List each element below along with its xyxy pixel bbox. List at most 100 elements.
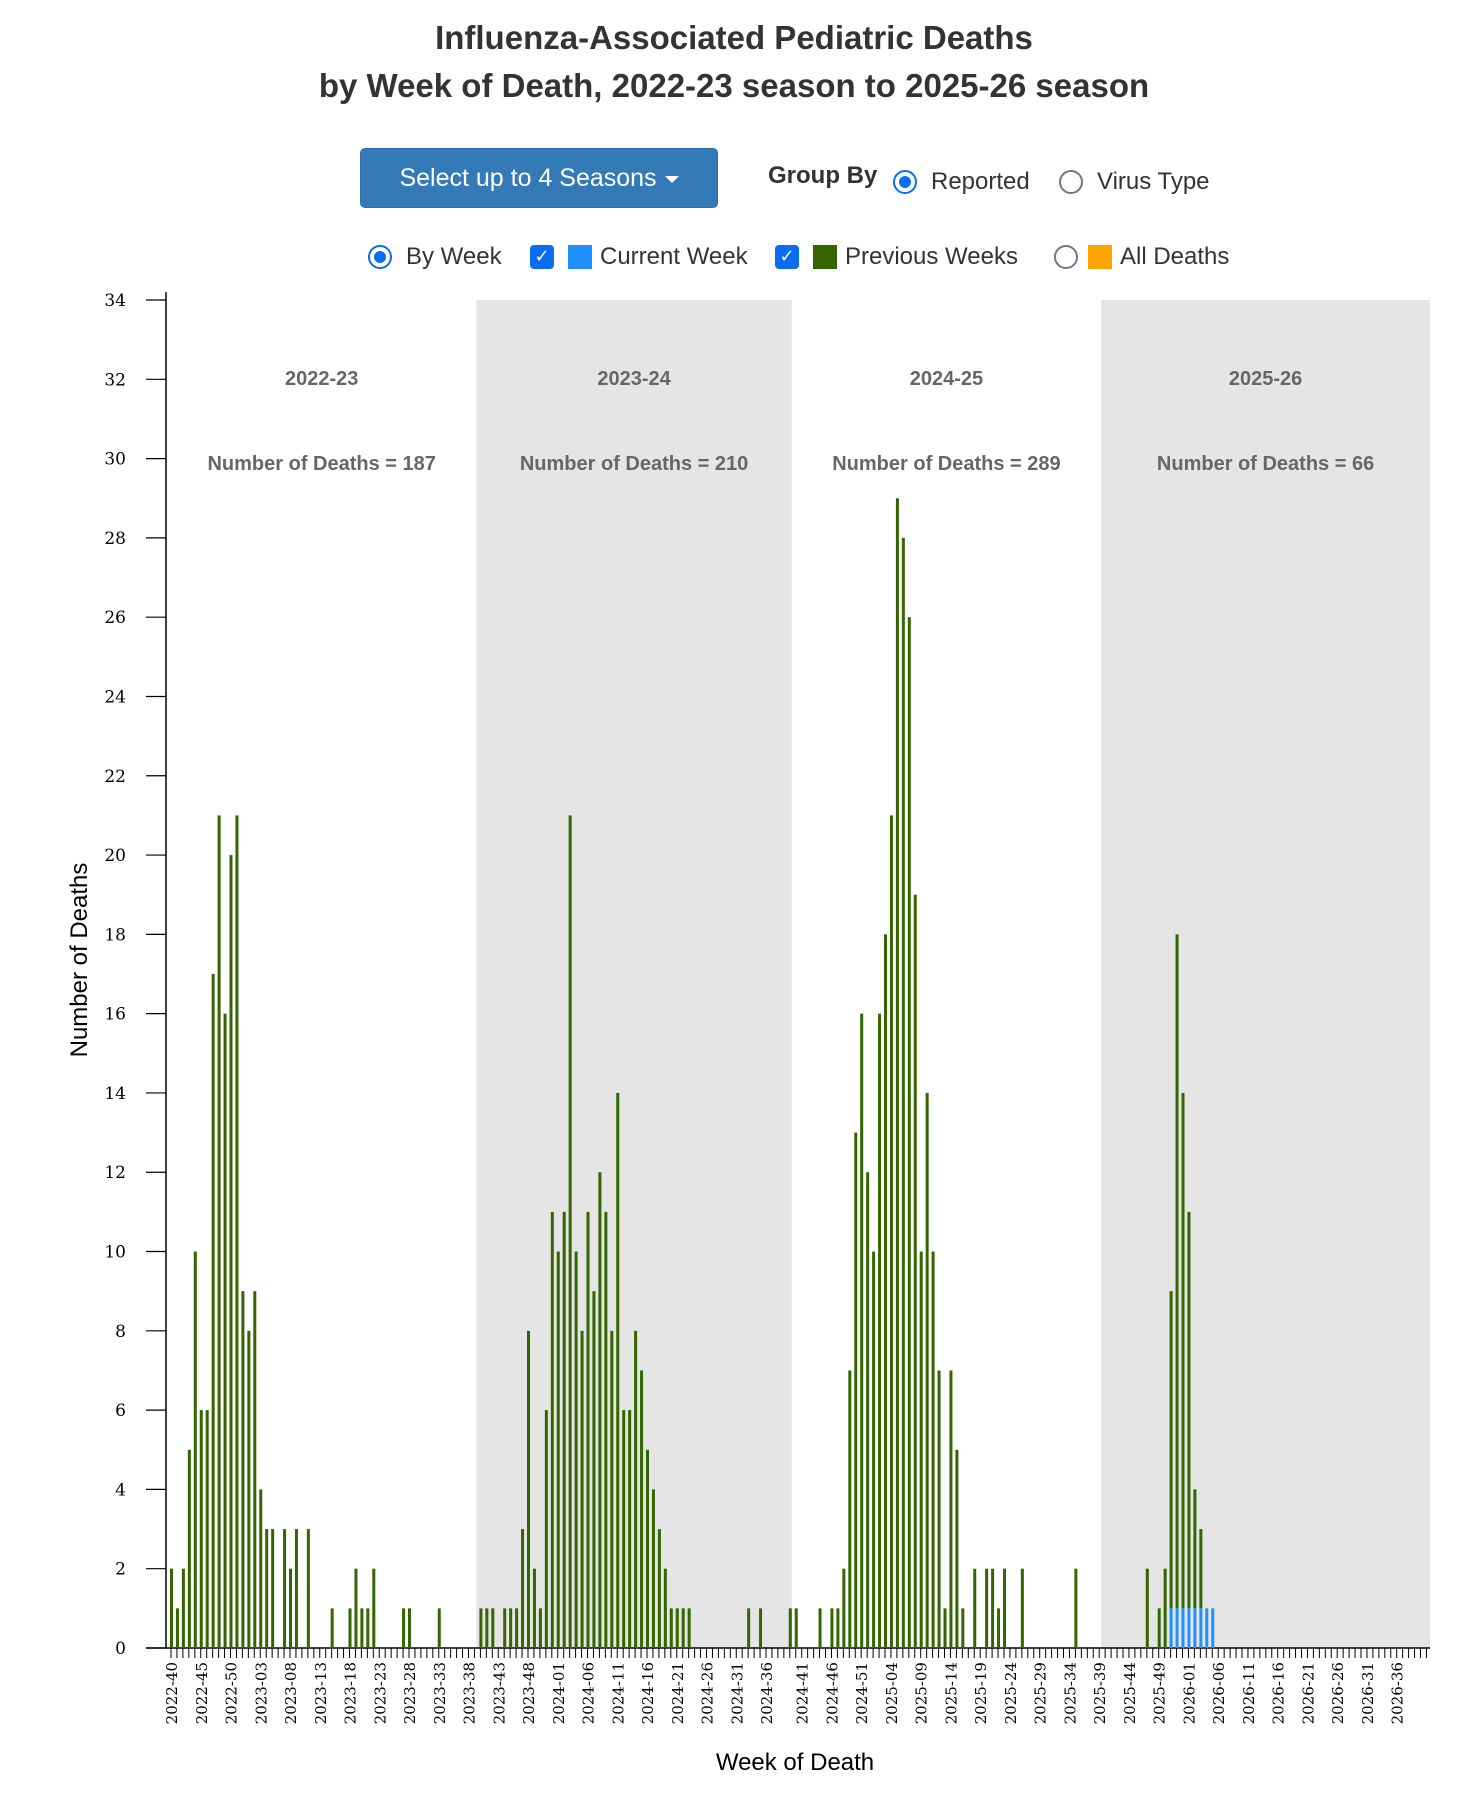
bar-previous-week	[544, 1410, 548, 1648]
bar-previous-week	[878, 1013, 882, 1648]
bar-previous-week	[354, 1568, 358, 1648]
x-tick-label: 2024-51	[853, 1662, 871, 1724]
y-tick-label: 30	[104, 450, 126, 470]
season-deaths-2025-26: Number of Deaths = 66	[1157, 453, 1374, 475]
bar-previous-week	[842, 1568, 846, 1648]
season-label-2023-24: 2023-24	[597, 368, 671, 390]
x-tick-label: 2026-16	[1270, 1662, 1288, 1724]
x-tick-label: 2024-11	[609, 1662, 627, 1724]
bar-current-week	[1205, 1608, 1209, 1648]
previous-weeks-checkbox[interactable]: ✓	[775, 245, 799, 269]
bar-previous-week	[1169, 1291, 1173, 1609]
x-tick-label: 2023-33	[431, 1662, 449, 1724]
bar-previous-week	[199, 1410, 203, 1648]
bar-previous-week	[907, 617, 911, 1648]
current-week-option[interactable]: ✓ Current Week	[530, 243, 748, 271]
bar-previous-week	[747, 1608, 751, 1648]
previous-weeks-option[interactable]: ✓ Previous Weeks	[775, 243, 1018, 271]
bar-previous-week	[943, 1608, 947, 1648]
bar-previous-week	[1199, 1529, 1203, 1609]
y-tick-label: 4	[115, 1480, 126, 1500]
bar-previous-week	[991, 1568, 995, 1648]
y-tick-label: 10	[104, 1243, 126, 1263]
current-week-checkbox[interactable]: ✓	[530, 245, 554, 269]
bar-previous-week	[217, 815, 221, 1648]
x-tick-label: 2024-31	[728, 1662, 746, 1724]
bar-previous-week	[818, 1608, 822, 1648]
bar-previous-week	[634, 1330, 638, 1648]
bar-previous-week	[610, 1330, 614, 1648]
bar-previous-week	[646, 1449, 649, 1648]
by-week-radio[interactable]	[368, 245, 392, 269]
bar-previous-week	[604, 1211, 608, 1648]
all-deaths-swatch	[1088, 245, 1112, 269]
all-deaths-option[interactable]: All Deaths	[1054, 243, 1229, 271]
x-tick-label: 2022-45	[193, 1662, 211, 1724]
x-tick-label: 2025-09	[913, 1662, 931, 1724]
group-virus-type-option[interactable]: Virus Type	[1059, 168, 1210, 196]
bar-previous-week	[330, 1608, 334, 1648]
bar-previous-week	[170, 1568, 173, 1648]
x-tick-label: 2023-03	[252, 1662, 270, 1724]
group-reported-option[interactable]: Reported	[893, 168, 1030, 196]
group-by-label: Group By	[768, 162, 878, 189]
x-tick-label: 2024-21	[669, 1662, 687, 1724]
group-reported-radio[interactable]	[893, 170, 917, 194]
season-band-2025-26	[1101, 300, 1430, 1648]
season-deaths-2023-24: Number of Deaths = 210	[520, 453, 748, 475]
bar-previous-week	[628, 1410, 632, 1648]
bar-previous-week	[598, 1172, 602, 1648]
y-tick-label: 34	[104, 291, 126, 311]
bar-previous-week	[788, 1608, 792, 1648]
x-tick-label: 2023-18	[342, 1662, 360, 1724]
bar-previous-week	[574, 1251, 578, 1648]
previous-weeks-swatch	[813, 245, 837, 269]
bar-previous-week	[223, 1013, 227, 1648]
y-axis-title: Number of Deaths	[66, 863, 93, 1058]
by-week-option[interactable]: By Week	[368, 243, 502, 271]
bar-previous-week	[253, 1291, 257, 1648]
current-week-swatch	[568, 245, 592, 269]
x-tick-label: 2023-48	[520, 1662, 538, 1724]
x-tick-label: 2024-46	[823, 1662, 841, 1724]
y-tick-label: 8	[115, 1322, 126, 1342]
y-tick-label: 28	[104, 529, 126, 549]
x-tick-label: 2026-11	[1240, 1662, 1258, 1724]
bar-previous-week	[1157, 1608, 1161, 1648]
season-deaths-2024-25: Number of Deaths = 289	[832, 453, 1060, 475]
x-tick-label: 2024-36	[758, 1662, 776, 1724]
season-deaths-2022-23: Number of Deaths = 187	[207, 453, 435, 475]
bar-previous-week	[372, 1568, 376, 1648]
bar-previous-week	[235, 815, 239, 1648]
x-tick-label: 2025-29	[1032, 1662, 1050, 1724]
chart-title-line1: Influenza-Associated Pediatric Deaths	[435, 19, 1033, 56]
bar-previous-week	[437, 1608, 441, 1648]
x-tick-label: 2025-49	[1151, 1662, 1169, 1724]
x-tick-label: 2022-50	[223, 1662, 241, 1724]
bar-previous-week	[949, 1370, 953, 1648]
season-label-2022-23: 2022-23	[285, 368, 358, 390]
bar-previous-week	[759, 1608, 763, 1648]
bar-previous-week	[181, 1568, 185, 1648]
group-virus-type-radio[interactable]	[1059, 170, 1083, 194]
bar-previous-week	[259, 1489, 263, 1648]
bar-current-week	[1199, 1608, 1203, 1648]
x-tick-label: 2025-34	[1061, 1662, 1079, 1724]
bar-previous-week	[1003, 1568, 1006, 1648]
x-tick-label: 2024-01	[550, 1662, 568, 1724]
y-tick-label: 26	[104, 608, 126, 628]
x-axis-title: Week of Death	[716, 1749, 874, 1776]
bar-previous-week	[241, 1291, 245, 1648]
caret-down-icon	[664, 176, 679, 183]
bar-previous-week	[866, 1172, 870, 1648]
all-deaths-label: All Deaths	[1120, 243, 1230, 270]
x-tick-label: 2024-06	[580, 1662, 598, 1724]
all-deaths-radio[interactable]	[1054, 245, 1078, 269]
bar-current-week	[1187, 1608, 1191, 1648]
group-reported-label: Reported	[931, 168, 1030, 195]
bar-previous-week	[193, 1251, 197, 1648]
current-week-label: Current Week	[600, 243, 748, 270]
bar-previous-week	[592, 1291, 596, 1648]
bar-previous-week	[622, 1410, 626, 1648]
select-seasons-button[interactable]: Select up to 4 Seasons	[360, 148, 718, 208]
